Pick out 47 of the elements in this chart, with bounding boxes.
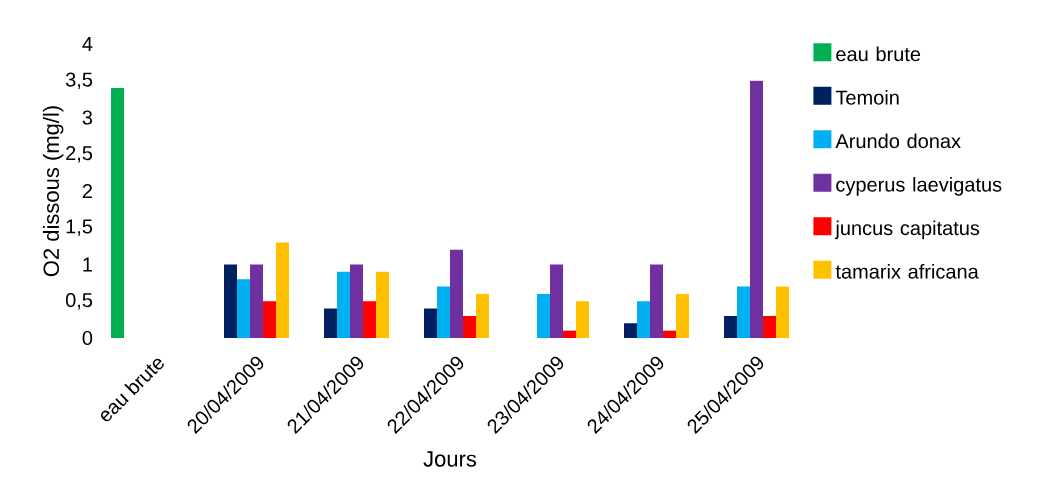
bar [424, 308, 438, 338]
bar [237, 279, 251, 338]
y-tick-label: 4 [82, 37, 93, 51]
bar [250, 264, 264, 338]
bar [450, 249, 464, 338]
bar [776, 286, 790, 338]
legend-label: juncus capitatus [834, 220, 980, 240]
bar [737, 286, 751, 338]
bar [476, 293, 490, 338]
bar [624, 323, 638, 338]
bar [324, 308, 337, 338]
legend-label: Arundo donax [835, 133, 961, 149]
bar [663, 330, 677, 338]
bar [563, 330, 577, 338]
y-tick-label: 3,5 [65, 72, 93, 90]
y-tick-label: 3 [82, 110, 93, 125]
bar [276, 242, 290, 338]
bar [463, 315, 477, 338]
bar [576, 301, 590, 338]
legend-label: eau brute [836, 46, 921, 62]
bar [724, 315, 738, 338]
bar [363, 301, 377, 338]
y-tick-label: 1 [83, 257, 92, 272]
legend-label: Temoin [835, 90, 899, 105]
y-tick-label: 2,5 [66, 146, 93, 163]
bar [550, 264, 564, 338]
bar [437, 286, 451, 338]
bar [763, 315, 777, 338]
y-tick-label: 0,5 [65, 293, 93, 310]
bar [676, 293, 690, 338]
legend-label: cyperus laevigatus [836, 177, 1002, 196]
bar [350, 264, 364, 338]
bar [650, 264, 664, 338]
y-tick-label: 1,5 [66, 219, 93, 236]
bar [537, 293, 551, 338]
bar [376, 271, 390, 338]
y-axis-title: O2 dissous (mg/l) [42, 106, 64, 277]
bar [263, 301, 277, 338]
y-tick-label: 2 [82, 184, 92, 198]
bar [750, 80, 764, 338]
bar [337, 271, 351, 338]
x-axis-title: Jours [423, 451, 477, 467]
legend-label: tamarix africana [835, 263, 979, 279]
bar [637, 301, 651, 338]
y-tick-label: 0 [82, 330, 93, 346]
bar [224, 264, 238, 338]
bar [111, 88, 125, 338]
